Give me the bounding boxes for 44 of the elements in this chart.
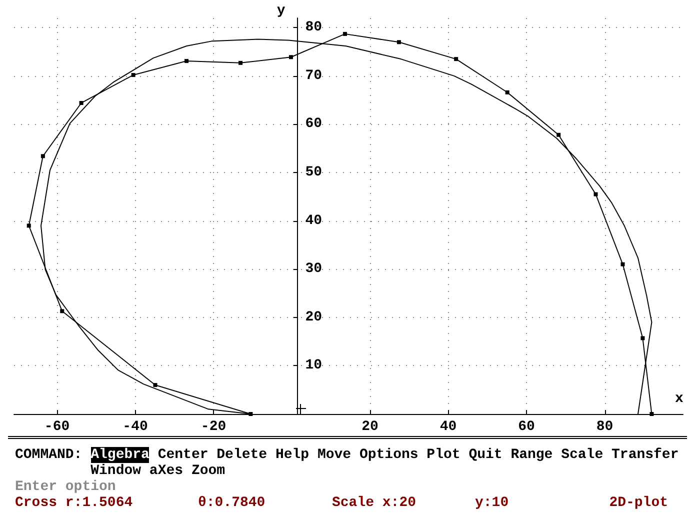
y-tick-label: 30 xyxy=(305,261,322,278)
text: Scale x:20 xyxy=(332,495,416,511)
x-axis-title: x xyxy=(675,391,684,407)
point xyxy=(288,55,293,60)
point xyxy=(131,72,136,77)
x-tick-label: -20 xyxy=(200,419,226,435)
text: y:10 xyxy=(475,495,509,511)
text: θ:0.7840 xyxy=(198,495,266,511)
y-tick-label: 80 xyxy=(305,20,322,36)
point xyxy=(454,57,458,62)
point xyxy=(556,132,561,137)
point xyxy=(40,154,45,158)
y-tick-label: 50 xyxy=(305,164,322,181)
point xyxy=(505,90,510,94)
point xyxy=(620,262,625,266)
x-tick-label: 80 xyxy=(596,419,614,435)
x-tick-label: 60 xyxy=(518,419,535,435)
point xyxy=(396,40,401,44)
text: Window aXes Zoom xyxy=(90,463,226,479)
point xyxy=(342,32,347,36)
x-tick-label: 40 xyxy=(440,419,457,435)
text: Algebra Center Delete Help Move Options Plot Quit Range Scale Transfer xyxy=(90,447,679,463)
text: COMMAND: xyxy=(15,447,84,465)
y-tick-label: 60 xyxy=(305,116,322,132)
point xyxy=(594,192,598,196)
point xyxy=(79,100,84,105)
x-tick-label: 20 xyxy=(362,419,378,435)
point xyxy=(238,60,243,65)
point xyxy=(640,336,645,340)
point xyxy=(153,383,158,388)
x-tick-label: -60 xyxy=(44,419,70,435)
y-tick-label: 20 xyxy=(305,309,322,326)
point xyxy=(26,224,31,228)
y-tick-label: 70 xyxy=(305,68,322,84)
text: Enter option xyxy=(15,479,117,495)
point xyxy=(650,412,654,416)
y-tick-label: 40 xyxy=(305,212,322,229)
point xyxy=(184,58,189,63)
text: 2D-plot xyxy=(609,495,668,511)
y-tick-label: 10 xyxy=(305,358,322,374)
x-tick-label: -40 xyxy=(122,419,148,435)
point xyxy=(60,309,64,314)
text: Cross r:1.5064 xyxy=(15,495,133,511)
y-axis-title: y xyxy=(276,3,286,19)
